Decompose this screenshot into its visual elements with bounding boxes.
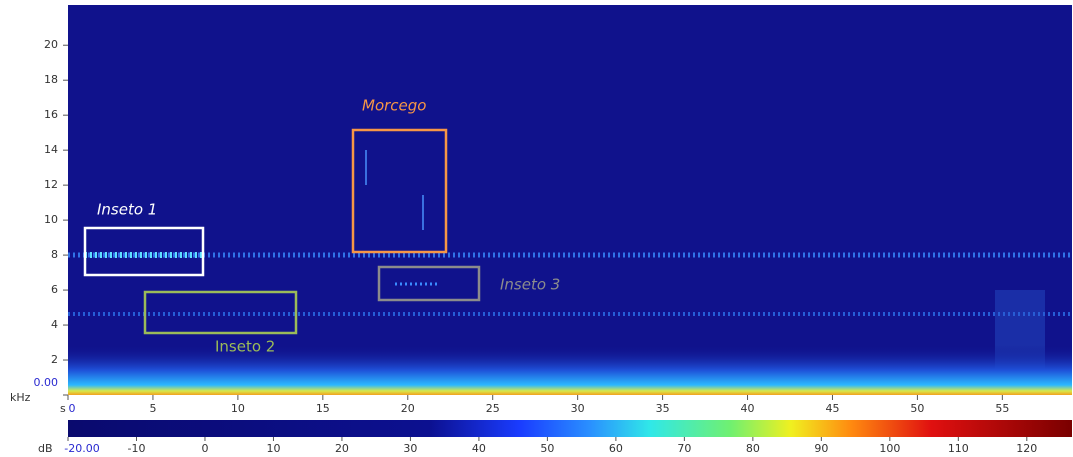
colorbar-tick-label: 80 bbox=[746, 442, 760, 455]
x-tick-label: 0 bbox=[69, 402, 76, 415]
x-tick-label: 35 bbox=[656, 402, 670, 415]
y-tick-label: 10 bbox=[44, 213, 58, 226]
y-tick-label: 4 bbox=[51, 318, 58, 331]
colorbar-tick-label: 30 bbox=[403, 442, 417, 455]
x-tick-label: 40 bbox=[741, 402, 755, 415]
colorbar-tick-label: 100 bbox=[879, 442, 900, 455]
x-tick-label: 25 bbox=[486, 402, 500, 415]
y-tick-label: 16 bbox=[44, 108, 58, 121]
y-tick-label: 14 bbox=[44, 143, 58, 156]
y-tick-label: 20 bbox=[44, 38, 58, 51]
colorbar-tick-label: -20.00 bbox=[64, 442, 99, 455]
colorbar-tick-label: 40 bbox=[472, 442, 486, 455]
y-tick-label: 0.00 bbox=[34, 376, 59, 389]
y-tick-label: 8 bbox=[51, 248, 58, 261]
y-tick-label: 18 bbox=[44, 73, 58, 86]
colorbar-tick-label: 50 bbox=[540, 442, 554, 455]
colorbar-tick-label: 110 bbox=[948, 442, 969, 455]
colorbar-tick-label: 0 bbox=[201, 442, 208, 455]
colorbar-tick-label: 70 bbox=[677, 442, 691, 455]
colorbar-tick-label: -10 bbox=[128, 442, 146, 455]
spectrogram-image bbox=[68, 5, 1072, 395]
y-tick-label: 6 bbox=[51, 283, 58, 296]
colorbar bbox=[68, 420, 1072, 437]
y-tick-label: 2 bbox=[51, 353, 58, 366]
y-axis-label: kHz bbox=[10, 391, 31, 404]
x-tick-label: 45 bbox=[825, 402, 839, 415]
annotation: Inseto 3 bbox=[500, 276, 560, 294]
annotation: Inseto 1 bbox=[97, 201, 157, 219]
x-tick-label: 5 bbox=[149, 402, 156, 415]
colorbar-tick-label: 60 bbox=[609, 442, 623, 455]
colorbar-tick-label: 90 bbox=[814, 442, 828, 455]
x-tick-label: 10 bbox=[231, 402, 245, 415]
colorbar-label: dB bbox=[38, 442, 53, 455]
x-axis-label: s bbox=[60, 402, 66, 415]
colorbar-tick-label: 120 bbox=[1016, 442, 1037, 455]
x-tick-label: 20 bbox=[401, 402, 415, 415]
annotation: Morcego bbox=[362, 97, 426, 115]
x-tick-label: 15 bbox=[316, 402, 330, 415]
x-tick-label: 55 bbox=[995, 402, 1009, 415]
x-tick-label: 30 bbox=[571, 402, 585, 415]
colorbar-tick-label: 20 bbox=[335, 442, 349, 455]
colorbar-tick-label: 10 bbox=[266, 442, 280, 455]
annotation: Inseto 2 bbox=[215, 338, 275, 356]
x-tick-label: 50 bbox=[910, 402, 924, 415]
y-tick-label: 12 bbox=[44, 178, 58, 191]
